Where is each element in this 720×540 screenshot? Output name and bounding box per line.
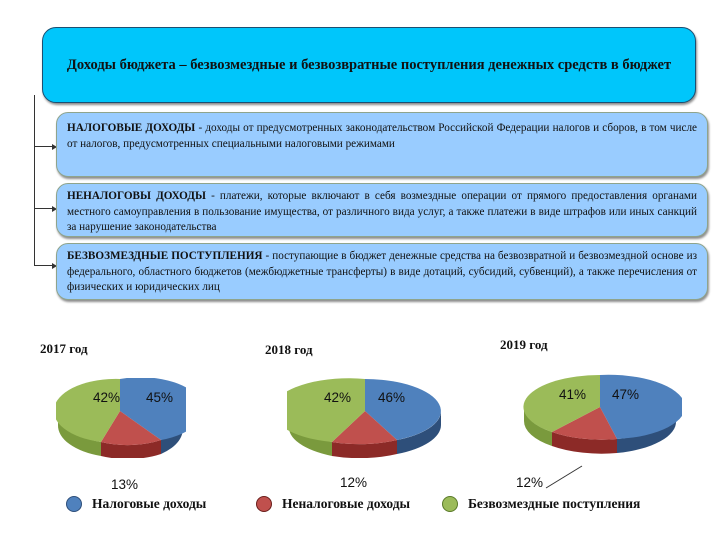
pie-label-grants-2019: 41% bbox=[559, 387, 587, 402]
chart-title-2019: 2019 год bbox=[500, 337, 548, 352]
definition-text: - поступающие в бюджет денежные средства… bbox=[67, 250, 697, 293]
pie-chart-2017 bbox=[56, 378, 186, 458]
chart-title-2017: 2017 год bbox=[40, 341, 88, 356]
definition-tax-income: НАЛОГОВЫЕ ДОХОДЫ - доходы от предусмотре… bbox=[56, 112, 708, 177]
connector-arrow-3 bbox=[34, 261, 57, 270]
legend-label: Налоговые доходы bbox=[92, 496, 207, 511]
definition-term: НЕНАЛОГОВЫ ДОХОДЫ bbox=[67, 190, 206, 202]
legend-item-nontax: Неналоговые доходы bbox=[256, 496, 410, 512]
definition-grants: БЕЗВОЗМЕЗДНЫЕ ПОСТУПЛЕНИЯ - поступающие … bbox=[56, 243, 708, 300]
definition-term: НАЛОГОВЫЕ ДОХОДЫ bbox=[67, 122, 196, 134]
definition-nontax-income: НЕНАЛОГОВЫ ДОХОДЫ - платежи, которые вкл… bbox=[56, 183, 708, 237]
definition-text: - платежи, которые включают в себя возме… bbox=[67, 190, 697, 233]
pie-label-nontax-2018: 12% bbox=[340, 475, 368, 490]
legend-dot-icon bbox=[442, 496, 458, 512]
pie-label-tax-2018: 46% bbox=[378, 390, 406, 405]
legend-label: Безвозмездные поступления bbox=[468, 496, 641, 511]
leader-line bbox=[545, 465, 583, 489]
legend-dot-icon bbox=[66, 496, 82, 512]
legend-dot-icon bbox=[256, 496, 272, 512]
header-box: Доходы бюджета – безвозмездные и безвозв… bbox=[42, 27, 696, 103]
definition-term: БЕЗВОЗМЕЗДНЫЕ ПОСТУПЛЕНИЯ bbox=[67, 250, 263, 262]
connector-arrow-2 bbox=[34, 204, 57, 213]
pie-label-grants-2018: 42% bbox=[324, 390, 352, 405]
pie-label-nontax-2017: 13% bbox=[111, 477, 139, 492]
connector-arrow-1 bbox=[34, 142, 57, 151]
pie-chart-2019 bbox=[523, 374, 682, 454]
pie-label-nontax-2019: 12% bbox=[516, 475, 544, 490]
definition-text: - доходы от предусмотренных законодатель… bbox=[67, 122, 697, 150]
pie-chart-2018 bbox=[287, 378, 441, 458]
pie-label-tax-2019: 47% bbox=[612, 387, 640, 402]
pie-label-grants-2017: 42% bbox=[93, 390, 121, 405]
pie-label-tax-2017: 45% bbox=[146, 390, 174, 405]
header-title: Доходы бюджета – безвозмездные и безвозв… bbox=[66, 56, 672, 73]
chart-title-2018: 2018 год bbox=[265, 342, 313, 357]
legend-item-tax: Налоговые доходы bbox=[66, 496, 206, 512]
legend-item-grants: Безвозмездные поступления bbox=[442, 496, 640, 512]
connector-line bbox=[34, 95, 36, 266]
legend-label: Неналоговые доходы bbox=[282, 496, 411, 511]
